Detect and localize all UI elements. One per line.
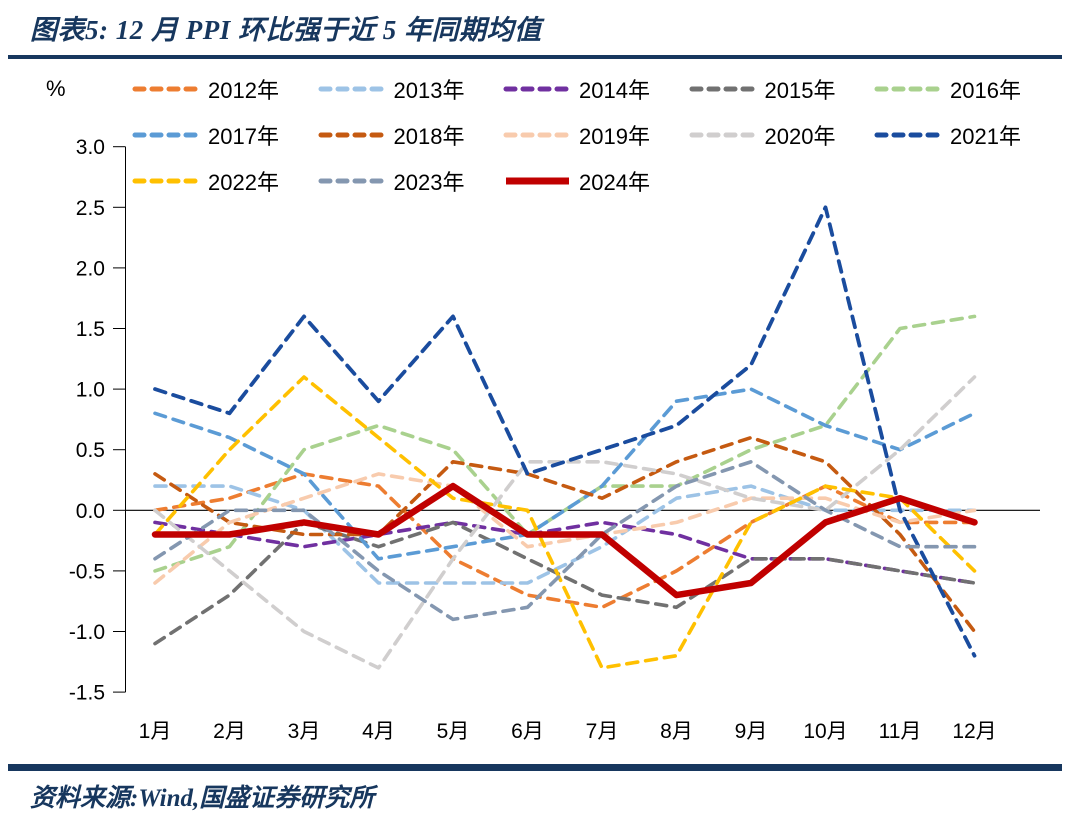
y-tick-label: -0.5 [69, 560, 105, 583]
legend-line-icon [874, 86, 943, 92]
legend-line-icon [506, 177, 569, 185]
x-tick-label: 9月 [735, 720, 768, 743]
x-tick-label: 7月 [586, 720, 619, 743]
series-line-2024年 [151, 482, 978, 599]
y-tick-label: 0.0 [76, 500, 105, 523]
legend-item-2015年: 2015年 [688, 73, 874, 105]
legend-label: 2016年 [950, 78, 1021, 103]
legend-item-2022年: 2022年 [131, 165, 317, 197]
legend-line-icon [689, 86, 757, 92]
legend-label: 2020年 [764, 124, 836, 149]
legend-row: 2012年 2013年 2014年 2015年 2016年 [131, 66, 1061, 112]
x-tick-label: 8月 [660, 720, 693, 743]
y-tick-label: 0.5 [76, 439, 105, 462]
legend-label: 2012年 [208, 78, 279, 103]
legend-label: 2024年 [579, 170, 650, 195]
legend-line-icon [318, 178, 386, 184]
legend-item-2013年: 2013年 [317, 73, 503, 105]
series-line-2021年 [153, 205, 977, 658]
x-tick-label: 3月 [288, 720, 321, 743]
title-rule [8, 55, 1062, 59]
legend-label: 2022年 [208, 170, 279, 195]
legend-row: 2017年 2018年 2019年 2020年 2021年 [131, 112, 1061, 158]
series-line-2020年 [153, 375, 977, 670]
legend-item-2016年: 2016年 [873, 73, 1059, 105]
legend-line-icon [132, 132, 201, 138]
series-line-2022年 [153, 375, 977, 670]
x-tick-label: 12月 [952, 720, 996, 743]
y-axis-unit-label: % [46, 76, 66, 101]
legend-item-2020年: 2020年 [688, 119, 874, 151]
x-tick-label: 5月 [437, 720, 470, 743]
legend-label: 2018年 [393, 124, 465, 149]
source-text: 资料来源:Wind,国盛证券研究所 [30, 785, 375, 812]
legend-item-2023年: 2023年 [317, 165, 503, 197]
x-tick-label: 2月 [213, 720, 246, 743]
y-tick-label: -1.0 [69, 621, 105, 644]
legend-row: 2022年 2023年 2024年 [131, 158, 1061, 204]
footer-rule [8, 764, 1062, 771]
legend-item-2019年: 2019年 [502, 119, 688, 151]
legend-line-icon [318, 86, 386, 92]
x-tick-label: 1月 [139, 720, 172, 743]
chart-legend: 2012年 2013年 2014年 2015年 2016年 2017年 2018年 2019年… [131, 66, 1061, 204]
legend-line-icon [132, 86, 201, 92]
x-axis-labels: 1月 2月 3月 4月 5月 6月 7月 8月 9月 10月 11月 12月 [139, 720, 997, 743]
legend-label: 2017年 [208, 124, 279, 149]
legend-item-2024年: 2024年 [502, 165, 688, 197]
legend-label: 2014年 [579, 78, 650, 103]
y-tick-label: 3.0 [76, 136, 105, 159]
y-axis: 3.0 2.5 2.0 1.5 1.0 0.5 0.0 -0.5 -1.0 -1.5 [69, 136, 126, 705]
page-title: 图表5: 12 月 PPI 环比强于近 5 年同期均值 [30, 15, 542, 45]
legend-line-icon [503, 86, 572, 92]
legend-label: 2015年 [764, 78, 836, 103]
y-tick-label: 2.5 [76, 197, 105, 220]
legend-label: 2021年 [950, 124, 1021, 149]
series-line-2019年 [153, 472, 977, 585]
legend-line-icon [503, 132, 572, 138]
x-tick-label: 10月 [803, 720, 847, 743]
series-line-2012年 [153, 472, 977, 610]
x-tick-label: 11月 [879, 720, 922, 743]
legend-item-2014年: 2014年 [502, 73, 688, 105]
legend-label: 2019年 [579, 124, 650, 149]
legend-line-icon [318, 132, 386, 138]
y-tick-label: 1.5 [76, 318, 105, 341]
series-line-2017年 [153, 387, 977, 561]
series-line-2016年 [153, 314, 977, 573]
y-tick-label: 1.0 [76, 379, 105, 402]
legend-item-2012年: 2012年 [131, 73, 317, 105]
series-line-2015年 [153, 520, 977, 646]
legend-line-icon [132, 178, 201, 184]
series-line-2018年 [153, 435, 977, 634]
legend-item-2018年: 2018年 [317, 119, 503, 151]
legend-item-2021年: 2021年 [873, 119, 1059, 151]
series-line-2013年 [153, 484, 977, 585]
y-tick-label: 2.0 [76, 257, 105, 280]
x-tick-label: 6月 [511, 720, 544, 743]
legend-line-icon [874, 132, 943, 138]
legend-label: 2013年 [393, 78, 465, 103]
legend-line-icon [689, 132, 757, 138]
legend-label: 2023年 [393, 170, 465, 195]
y-tick-label: -1.5 [69, 682, 105, 705]
x-tick-label: 4月 [362, 720, 395, 743]
legend-item-2017年: 2017年 [131, 119, 317, 151]
